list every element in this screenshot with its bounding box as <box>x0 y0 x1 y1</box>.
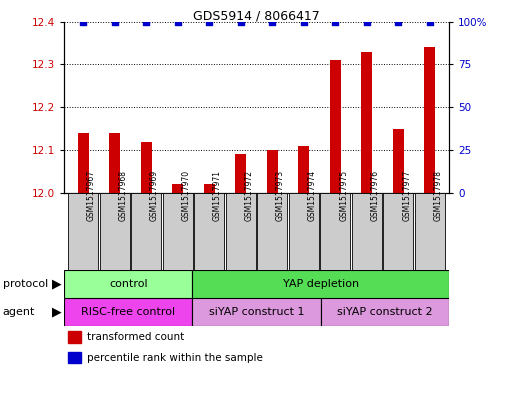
Text: ▶: ▶ <box>52 305 61 319</box>
Point <box>142 18 150 25</box>
Text: protocol: protocol <box>3 279 48 289</box>
Bar <box>226 193 255 270</box>
Text: siYAP construct 1: siYAP construct 1 <box>209 307 304 317</box>
Bar <box>361 51 372 193</box>
Bar <box>172 184 183 193</box>
Text: GSM1517970: GSM1517970 <box>182 170 190 221</box>
Point <box>363 18 371 25</box>
Point <box>205 18 213 25</box>
Point <box>331 18 340 25</box>
Bar <box>320 193 350 270</box>
Bar <box>424 47 436 193</box>
Bar <box>77 133 89 193</box>
Bar <box>68 193 98 270</box>
Bar <box>267 150 278 193</box>
Text: transformed count: transformed count <box>87 332 185 342</box>
Bar <box>415 193 445 270</box>
Bar <box>352 193 382 270</box>
Bar <box>64 270 192 298</box>
Text: GSM1517976: GSM1517976 <box>371 170 380 221</box>
Text: GSM1517975: GSM1517975 <box>339 170 348 221</box>
Bar <box>192 298 321 326</box>
Point <box>236 18 245 25</box>
Point <box>79 18 87 25</box>
Text: agent: agent <box>3 307 35 317</box>
Text: percentile rank within the sample: percentile rank within the sample <box>87 353 263 363</box>
Bar <box>289 193 319 270</box>
Text: GDS5914 / 8066417: GDS5914 / 8066417 <box>193 10 320 23</box>
Point <box>110 18 119 25</box>
Text: GSM1517973: GSM1517973 <box>276 170 285 221</box>
Bar <box>141 141 152 193</box>
Bar <box>64 298 192 326</box>
Bar <box>258 193 287 270</box>
Point <box>268 18 277 25</box>
Text: RISC-free control: RISC-free control <box>81 307 175 317</box>
Bar <box>109 133 120 193</box>
Text: GSM1517972: GSM1517972 <box>245 170 253 221</box>
Text: GSM1517969: GSM1517969 <box>150 170 159 221</box>
Text: GSM1517967: GSM1517967 <box>87 170 96 221</box>
Text: GSM1517974: GSM1517974 <box>308 170 317 221</box>
Bar <box>131 193 161 270</box>
Bar <box>192 270 449 298</box>
Bar <box>383 193 413 270</box>
Text: GSM1517971: GSM1517971 <box>213 170 222 221</box>
Bar <box>298 146 309 193</box>
Text: GSM1517978: GSM1517978 <box>433 170 443 221</box>
Text: siYAP construct 2: siYAP construct 2 <box>337 307 432 317</box>
Text: GSM1517977: GSM1517977 <box>402 170 411 221</box>
Text: GSM1517968: GSM1517968 <box>119 170 127 221</box>
Text: YAP depletion: YAP depletion <box>283 279 359 289</box>
Bar <box>321 298 449 326</box>
Bar <box>330 60 341 193</box>
Point <box>426 18 434 25</box>
Text: control: control <box>109 279 148 289</box>
Text: ▶: ▶ <box>52 277 61 290</box>
Bar <box>68 331 82 343</box>
Point <box>300 18 308 25</box>
Bar <box>235 154 246 193</box>
Bar <box>100 193 130 270</box>
Bar <box>204 184 215 193</box>
Bar <box>194 193 224 270</box>
Point <box>173 18 182 25</box>
Bar <box>393 129 404 193</box>
Bar <box>68 352 82 363</box>
Bar <box>163 193 193 270</box>
Point <box>394 18 403 25</box>
